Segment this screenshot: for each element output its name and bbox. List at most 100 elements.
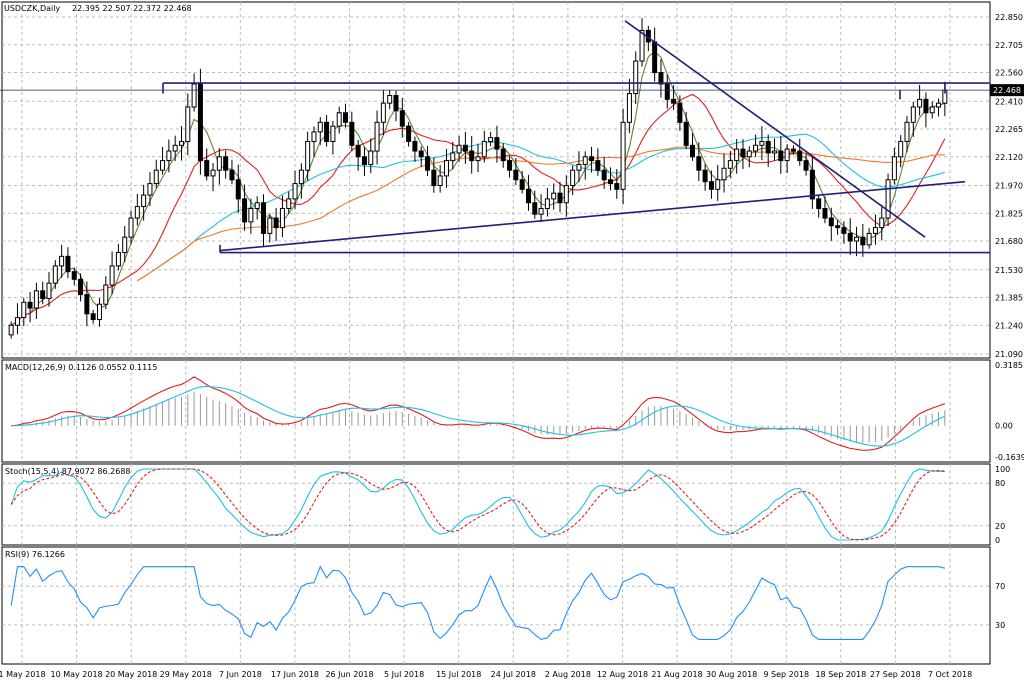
candle-body	[652, 41, 658, 74]
candle-body	[14, 317, 20, 326]
candle-body	[790, 148, 796, 152]
macd-y-tick: 0.3185	[995, 361, 1023, 370]
trendline	[624, 20, 926, 238]
macd-histogram	[16, 391, 946, 443]
candle-body	[147, 183, 153, 196]
candle-body	[481, 140, 487, 158]
candle-body	[84, 294, 90, 315]
candle-body	[872, 227, 878, 234]
candle-body	[115, 252, 121, 267]
candle-body	[343, 112, 349, 123]
candle-body	[59, 255, 65, 267]
ma-line-2	[137, 133, 945, 282]
candle-body	[689, 144, 695, 158]
candle-body	[860, 236, 866, 246]
candle-body	[273, 217, 279, 229]
candle-body	[488, 137, 494, 142]
rsi-y-tick: 70	[995, 582, 1005, 591]
x-tick-label: 10 May 2018	[51, 670, 103, 679]
candle-body	[544, 198, 550, 209]
candle-body	[166, 150, 172, 162]
candle-body	[828, 217, 834, 227]
candle-body	[721, 167, 727, 181]
y-tick-label: 21.680	[995, 237, 1023, 246]
candle-body	[223, 156, 229, 171]
candle-body	[462, 144, 468, 152]
x-tick-label: 7 Oct 2018	[928, 670, 972, 679]
candle-body	[614, 183, 620, 190]
candle-body	[841, 227, 847, 234]
candle-body	[633, 60, 639, 95]
candle-body	[172, 144, 178, 152]
candle-body	[671, 98, 677, 104]
candle-body	[891, 156, 897, 181]
y-tick-label: 21.970	[995, 182, 1023, 191]
candle-body	[727, 160, 733, 169]
candle-body	[854, 236, 860, 242]
current-price-label: 22.468	[993, 86, 1021, 95]
candle-body	[46, 282, 52, 299]
y-tick-label: 21.240	[995, 321, 1023, 330]
candle-body	[443, 160, 449, 177]
candle-body	[103, 284, 109, 305]
x-tick-label: 20 May 2018	[105, 670, 157, 679]
candle-body	[216, 156, 222, 171]
candle-body	[746, 150, 752, 158]
candle-body	[317, 121, 323, 133]
x-tick-label: 24 Jul 2018	[491, 670, 536, 679]
y-tick-label: 22.410	[995, 97, 1023, 106]
candle-body	[538, 207, 544, 215]
stoch-y-tick: 0	[995, 536, 1000, 545]
candle-body	[330, 125, 336, 142]
candle-body	[936, 102, 942, 108]
candle-body	[229, 169, 235, 181]
x-tick-label: 15 Jul 2018	[436, 670, 481, 679]
candle-body	[90, 313, 96, 321]
candle-body	[27, 301, 33, 309]
candle-body	[797, 150, 803, 162]
candle-body	[759, 140, 765, 146]
candle-body	[71, 271, 77, 280]
candle-body	[412, 140, 418, 152]
y-tick-label: 21.090	[995, 350, 1023, 359]
candle-body	[393, 95, 399, 112]
candle-body	[450, 152, 456, 162]
candle-body	[551, 192, 557, 200]
candle-body	[835, 225, 841, 229]
candle-body	[607, 179, 613, 185]
candle-body	[399, 110, 405, 127]
candle-body	[387, 95, 393, 104]
candle-body	[494, 137, 500, 150]
candle-body	[626, 93, 632, 123]
candle-body	[456, 144, 462, 154]
candle-body	[324, 121, 330, 142]
candle-body	[519, 179, 525, 190]
ohlc-readout: 22.395 22.507 22.372 22.468	[72, 4, 192, 13]
x-tick-label: 26 Jun 2018	[325, 670, 373, 679]
candle-body	[525, 188, 531, 204]
candle-body	[141, 194, 147, 208]
candle-body	[311, 131, 317, 142]
candle-body	[185, 106, 191, 142]
candle-body	[557, 192, 563, 204]
y-tick-label: 21.385	[995, 294, 1023, 303]
x-tick-label: 9 Sep 2018	[763, 670, 809, 679]
candle-body	[368, 150, 374, 165]
candle-body	[847, 232, 853, 242]
candle-body	[715, 179, 721, 190]
candle-body	[702, 169, 708, 183]
x-tick-label: 1 May 2018	[0, 670, 46, 679]
candle-body	[279, 207, 285, 229]
candle-body	[753, 144, 759, 152]
candle-body	[816, 198, 822, 209]
candle-body	[153, 169, 159, 185]
rsi-line	[10, 565, 945, 641]
candle-body	[78, 278, 84, 296]
candle-body	[305, 140, 311, 171]
candle-body	[734, 148, 740, 162]
y-tick-label: 22.705	[995, 41, 1023, 50]
candle-body	[134, 206, 140, 219]
panel-frame-1	[1, 359, 991, 463]
